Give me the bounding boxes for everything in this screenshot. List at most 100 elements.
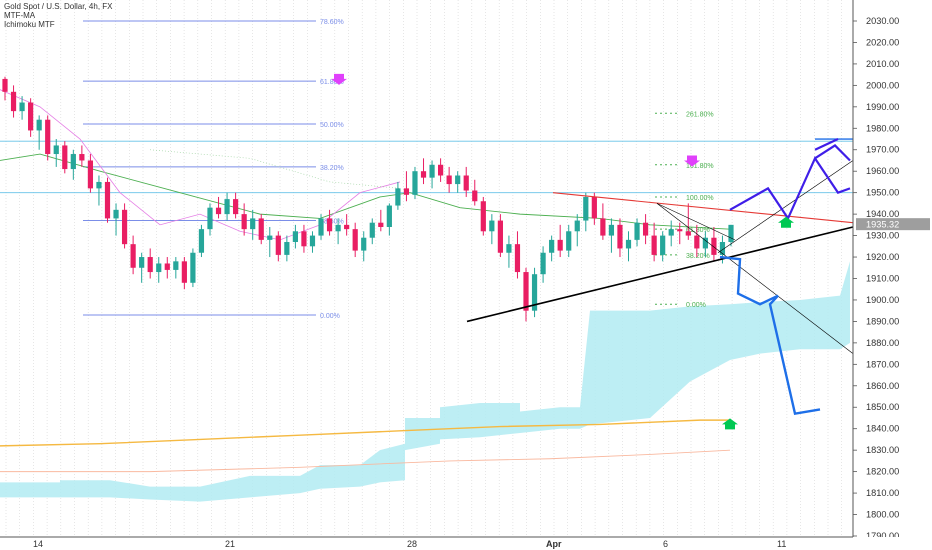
price-axis-label: 1860.00 [866, 381, 899, 391]
candle-bullish [19, 102, 25, 112]
thin-projection-line-down [656, 203, 854, 354]
candle-bearish [130, 244, 136, 268]
candle-bullish [190, 252, 196, 283]
candle-bullish [36, 119, 42, 131]
time-axis-label: 28 [407, 539, 417, 549]
price-axis-label: 1910.00 [866, 273, 899, 283]
candle-bullish [309, 235, 316, 247]
candle-bullish [173, 261, 179, 270]
candle-bullish [70, 154, 76, 170]
candle-bullish [139, 257, 145, 268]
candle-bullish [668, 229, 674, 236]
bullish-projection-peak [814, 138, 839, 151]
sell-marker-2 [684, 155, 700, 167]
candle-bearish [241, 214, 247, 230]
orange-moving-average [0, 419, 730, 447]
fib-retracement-label: 38.20% [320, 165, 344, 172]
candle-bullish [395, 188, 401, 206]
candle-bearish [523, 272, 529, 311]
ichimoku-cloud [0, 261, 850, 502]
candle-bearish [557, 239, 563, 251]
candle-bearish [2, 78, 8, 92]
candle-bullish [625, 239, 632, 249]
indicator-mtf-ma[interactable]: MTF-MA [4, 11, 36, 20]
price-axis-label: 1930.00 [866, 231, 899, 241]
current-price-badge [856, 218, 930, 231]
candle-bearish [420, 171, 427, 178]
candle-bullish [198, 229, 205, 253]
time-axis-label: 14 [33, 539, 43, 549]
current-price-label: 1935.32 [866, 220, 899, 230]
price-axis-label: 1870.00 [866, 359, 899, 369]
candle-bearish [463, 175, 469, 191]
candle-bullish [608, 224, 615, 236]
candle-bearish [121, 209, 128, 245]
candle-bearish [326, 218, 333, 232]
price-axis-label: 1970.00 [866, 145, 899, 155]
price-axis-label: 1890.00 [866, 316, 899, 326]
fib-extension-label: 61.80% [686, 227, 710, 234]
candle-bearish [677, 229, 683, 232]
candle-bearish [258, 218, 264, 240]
price-axis-label: 1810.00 [866, 488, 899, 498]
green-moving-average [0, 153, 731, 230]
price-axis-label: 1990.00 [866, 102, 899, 112]
candle-bullish [96, 181, 102, 189]
candle-bearish [446, 175, 452, 185]
price-axis-label: 1980.00 [866, 123, 899, 133]
candle-bullish [506, 244, 512, 253]
candle-bearish [28, 102, 34, 131]
thin-projection-line-a [656, 203, 736, 241]
candle-bullish [53, 145, 59, 155]
candle-bullish [386, 205, 392, 227]
candle-bullish [566, 231, 572, 251]
candle-bearish [591, 196, 597, 219]
candle-bearish [378, 222, 384, 227]
candle-bearish [233, 199, 239, 215]
candle-bearish [62, 145, 68, 170]
buy-marker-2 [722, 418, 738, 430]
candle-bullish [429, 164, 435, 178]
fib-extension-label: 38.20% [686, 253, 710, 260]
buy-marker-1 [778, 216, 794, 228]
bullish-projection-path [729, 156, 851, 221]
fib-retracement-label: 78.60% [320, 19, 344, 26]
candle-bullish [156, 263, 162, 273]
candle-bearish [181, 261, 187, 283]
price-axis-background [853, 0, 932, 550]
price-axis-label: 1920.00 [866, 252, 899, 262]
candle-bearish [164, 263, 170, 270]
price-axis-label: 1900.00 [866, 295, 899, 305]
candle-bullish [335, 224, 341, 232]
indicator-ichimoku[interactable]: Ichimoku MTF [4, 20, 55, 29]
price-axis-label: 1840.00 [866, 424, 899, 434]
candle-bearish [403, 188, 410, 195]
price-axis-label: 2020.00 [866, 37, 899, 47]
candle-bullish [702, 237, 708, 249]
candle-bullish [361, 237, 367, 251]
pink-moving-average [0, 89, 401, 241]
bearish-projection-path [719, 255, 821, 416]
candle-bullish [549, 239, 555, 253]
candle-bearish [344, 224, 350, 230]
candle-bearish [685, 231, 691, 236]
chart-legend: Gold Spot / U.S. Dollar, 4h, FX MTF-MA I… [4, 2, 113, 29]
candle-bearish [472, 190, 478, 202]
light-orange-moving-average [0, 449, 731, 473]
candle-bearish [651, 235, 657, 255]
candle-bearish [352, 229, 358, 251]
candle-bearish [10, 91, 17, 112]
candle-bullish [574, 220, 580, 232]
price-axis-label: 1830.00 [866, 445, 899, 455]
symbol-title[interactable]: Gold Spot / U.S. Dollar, 4h, FX [4, 2, 113, 11]
price-axis-label: 1820.00 [866, 467, 899, 477]
candle-bullish [728, 224, 734, 243]
candle-bearish [438, 164, 444, 176]
candle-bullish [318, 218, 324, 236]
candle-bullish [412, 171, 418, 195]
candle-bullish [284, 242, 290, 255]
candle-bearish [301, 231, 307, 247]
candle-bullish [634, 222, 640, 240]
